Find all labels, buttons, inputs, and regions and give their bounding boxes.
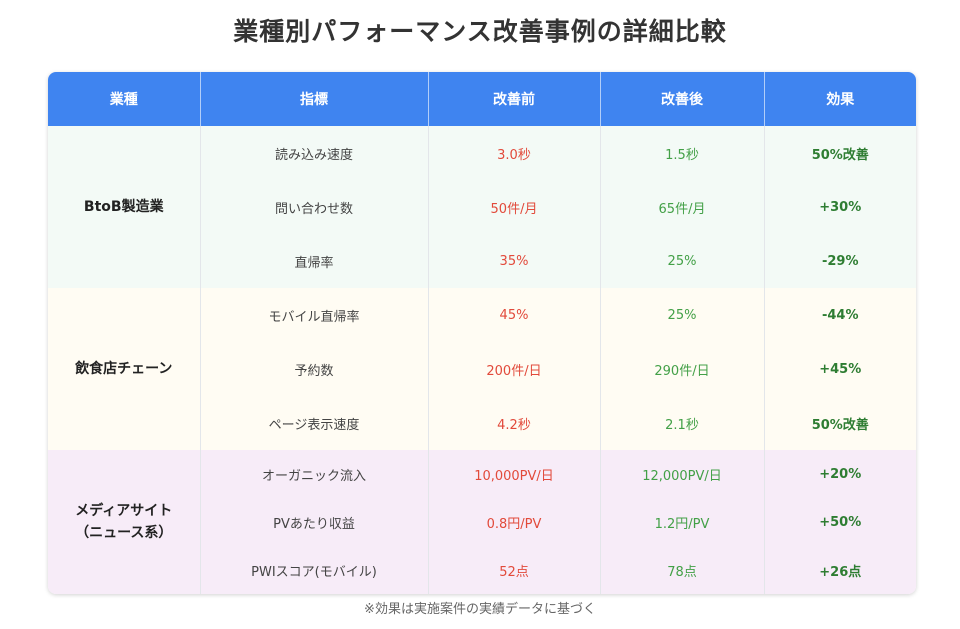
metric-cell: 読み込み速度 bbox=[200, 126, 429, 180]
after-cell: 2.1秒 bbox=[600, 396, 765, 450]
effect-cell: +50% bbox=[819, 514, 862, 530]
after-cell: 25% bbox=[600, 234, 765, 288]
after-cell: 1.2円/PV bbox=[600, 498, 765, 546]
metric-cell: PWIスコア(モバイル) bbox=[200, 546, 429, 594]
industry-cell: 飲食店チェーン bbox=[48, 288, 201, 450]
table-row: 飲食店チェーン モバイル直帰率 45% 25% -44% bbox=[48, 288, 916, 450]
after-cell: 290件/日 bbox=[600, 342, 765, 396]
effect-cell: 50%改善 bbox=[811, 147, 869, 163]
header-metric: 指標 bbox=[200, 72, 429, 126]
effect-cell: +26点 bbox=[819, 564, 862, 580]
comparison-table-container: 業種 指標 改善前 改善後 効果 BtoB製造業 読み込み速度 3.0秒 1.5… bbox=[48, 72, 916, 594]
industry-label: BtoB製造業 bbox=[83, 199, 164, 215]
before-cell: 35% bbox=[428, 234, 601, 288]
effect-cell: +45% bbox=[819, 361, 862, 377]
after-cell: 25% bbox=[600, 288, 765, 342]
header-after: 改善後 bbox=[600, 72, 765, 126]
metric-cell: 予約数 bbox=[200, 342, 429, 396]
metric-cell: モバイル直帰率 bbox=[200, 288, 429, 342]
comparison-table: 業種 指標 改善前 改善後 効果 BtoB製造業 読み込み速度 3.0秒 1.5… bbox=[48, 72, 916, 594]
effect-cell: -29% bbox=[821, 253, 859, 269]
before-cell: 0.8円/PV bbox=[428, 498, 601, 546]
after-cell: 1.5秒 bbox=[600, 126, 765, 180]
before-cell: 50件/月 bbox=[428, 180, 601, 234]
page-title: 業種別パフォーマンス改善事例の詳細比較 bbox=[233, 17, 727, 46]
metric-cell: PVあたり収益 bbox=[200, 498, 429, 546]
industry-label: 飲食店チェーン bbox=[75, 361, 173, 377]
effect-cell: +30% bbox=[819, 199, 862, 215]
before-cell: 10,000PV/日 bbox=[428, 450, 601, 498]
before-cell: 4.2秒 bbox=[428, 396, 601, 450]
after-cell: 12,000PV/日 bbox=[600, 450, 765, 498]
header-industry: 業種 bbox=[48, 72, 201, 126]
industry-cell: BtoB製造業 bbox=[48, 126, 201, 288]
metric-cell: ページ表示速度 bbox=[200, 396, 429, 450]
footnote: ※効果は実施案件の実績データに基づく bbox=[364, 602, 596, 617]
before-cell: 52点 bbox=[428, 546, 601, 594]
after-cell: 65件/月 bbox=[600, 180, 765, 234]
effect-cell: -44% bbox=[821, 307, 859, 323]
after-cell: 78点 bbox=[600, 546, 765, 594]
header-before: 改善前 bbox=[428, 72, 601, 126]
before-cell: 200件/日 bbox=[428, 342, 601, 396]
header-effect: 効果 bbox=[826, 92, 855, 108]
industry-label-line-1: メディアサイト bbox=[75, 503, 173, 519]
industry-label-line-2: （ニュース系） bbox=[75, 525, 173, 541]
table-row: メディアサイト （ニュース系） オーガニック流入 10,000PV/日 12,0… bbox=[48, 450, 916, 594]
before-cell: 3.0秒 bbox=[428, 126, 601, 180]
metric-cell: オーガニック流入 bbox=[200, 450, 429, 498]
industry-cell: メディアサイト （ニュース系） bbox=[48, 450, 201, 594]
metric-cell: 直帰率 bbox=[200, 234, 429, 288]
effect-cell: +20% bbox=[819, 466, 862, 482]
table-row: 問い合わせ数 50件/月 65件/月 +30% bbox=[48, 180, 916, 234]
effect-cell: 50%改善 bbox=[811, 417, 869, 433]
before-cell: 45% bbox=[428, 288, 601, 342]
table-header-row: 業種 指標 改善前 改善後 効果 bbox=[48, 72, 916, 126]
metric-cell: 問い合わせ数 bbox=[200, 180, 429, 234]
table-row: BtoB製造業 読み込み速度 3.0秒 1.5秒 50%改善 bbox=[48, 126, 916, 288]
